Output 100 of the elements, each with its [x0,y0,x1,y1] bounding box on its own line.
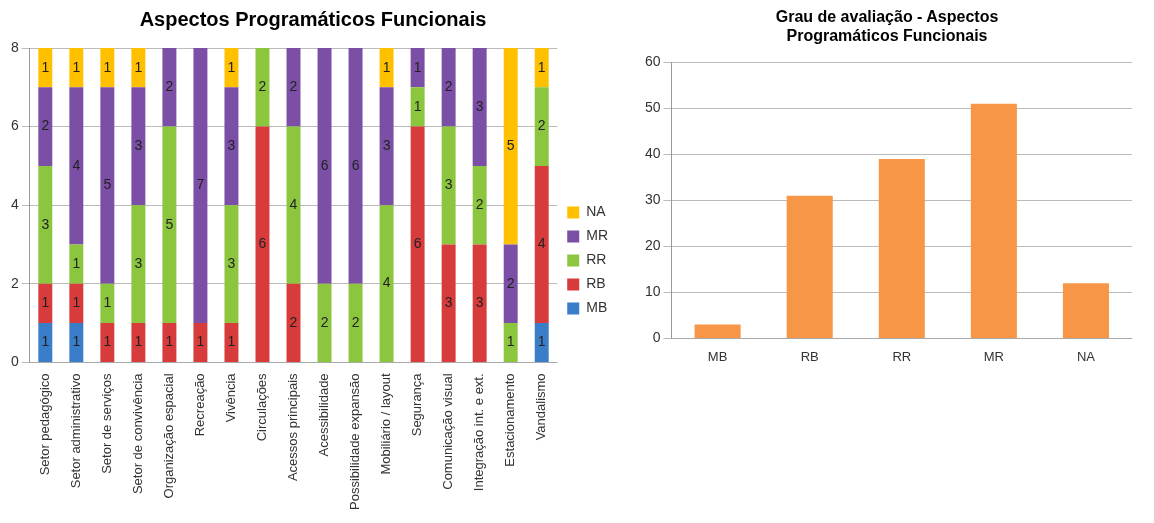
bar [410,126,425,362]
data-label: 2 [475,196,484,213]
bar [317,48,332,284]
data-label: 1 [72,58,81,75]
data-label: 1 [227,333,236,350]
y-tick-label: 2 [10,274,19,291]
x-tick-label: Segurança [409,372,425,437]
bar [131,323,146,362]
bar [503,244,518,324]
data-label: 2 [289,313,298,330]
data-label: 1 [413,97,422,114]
data-label: 3 [134,137,143,154]
y-tick-label: 60 [644,53,661,70]
bar [162,126,177,324]
data-label: 1 [134,333,143,350]
bar [286,126,301,284]
legend-label: RB [586,275,606,292]
x-tick-label: Mobiliário / layout [378,373,394,475]
bar [472,48,487,166]
bar [286,48,301,127]
data-label: 2 [320,313,329,330]
data-label: 2 [289,78,298,95]
bar [379,87,394,206]
data-label: 3 [475,294,484,311]
bar [441,244,456,362]
data-label: 2 [351,313,360,330]
bar [38,87,53,166]
data-label: 4 [382,274,391,291]
bar [379,205,394,362]
data-label: 1 [41,333,50,350]
bar [970,103,1017,338]
data-label: 2 [506,274,515,291]
data-label: 3 [41,215,50,232]
data-label: 1 [537,58,546,75]
x-tick-label: RB [800,348,819,364]
bar [503,48,518,245]
data-label: 1 [41,58,50,75]
bar [38,165,53,284]
x-tick-label: Vandalismo [533,373,549,441]
data-label: 2 [41,117,50,134]
bar [878,159,925,338]
data-label: 1 [103,333,112,350]
x-tick-label: Setor de serviços [98,372,114,474]
data-label: 3 [227,255,236,272]
x-tick-label: Vivência [223,372,239,423]
bar [348,48,363,284]
data-label: 1 [196,333,205,350]
x-tick-label: MB [707,348,728,364]
bar [38,48,53,88]
bar [193,323,208,362]
data-label: 1 [537,333,546,350]
y-tick-label: 4 [10,196,19,213]
data-label: 1 [72,294,81,311]
x-tick-label: Circulações [254,372,270,442]
data-label: 3 [134,255,143,272]
bar [162,48,177,127]
bar [410,48,425,88]
bar [472,244,487,362]
data-label: 6 [258,235,267,252]
bar [348,283,363,362]
data-label: 6 [413,235,422,252]
y-tick-label: 0 [10,353,19,370]
bar [162,323,177,362]
bar [69,48,84,88]
bar [441,126,456,245]
y-tick-label: 10 [644,283,661,300]
data-label: 4 [289,196,298,213]
bar [317,283,332,362]
bar [100,283,115,324]
data-label: 1 [103,294,112,311]
bar [224,323,239,362]
bar [379,48,394,88]
x-tick-label: Setor de convivência [129,372,145,495]
bar [472,165,487,245]
bar [534,48,549,88]
bar [694,324,741,338]
y-tick-label: 40 [644,145,661,162]
data-label: 2 [537,117,546,134]
x-tick-label: Possibilidade expansão [347,373,363,511]
data-label: 4 [72,156,81,173]
chart-title: Grau de avaliação - Aspectos Programáticos Funcionais [775,8,999,45]
bar [255,126,270,362]
bar [100,323,115,362]
data-label: 1 [165,333,174,350]
data-label: 5 [506,137,515,154]
data-label: 1 [382,58,391,75]
bar [255,48,270,127]
bar [69,244,84,284]
data-label: 7 [196,176,205,193]
data-label: 6 [320,156,329,173]
data-label: 1 [506,333,515,350]
data-label: 2 [444,78,453,95]
bar [224,87,239,206]
bar [503,323,518,362]
y-tick-label: 50 [644,99,661,116]
bar [131,48,146,88]
bar [131,87,146,206]
legend-label: MR [586,227,609,244]
data-label: 6 [351,156,360,173]
data-label: 1 [72,255,81,272]
